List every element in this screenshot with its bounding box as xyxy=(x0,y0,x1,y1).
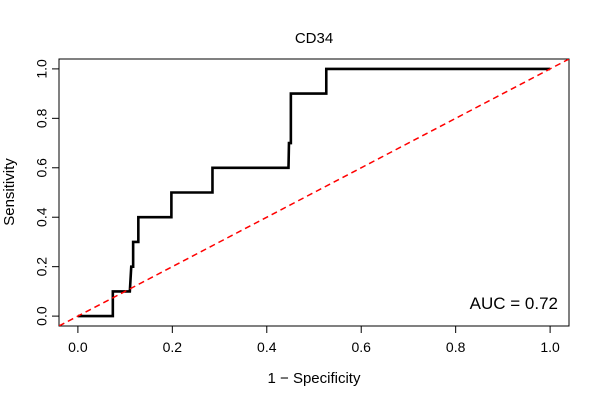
auc-annotation: AUC = 0.72 xyxy=(470,294,558,313)
y-axis: 0.0 0.2 0.4 0.6 0.8 1.0 xyxy=(34,59,60,326)
y-tick-label: 0.6 xyxy=(34,158,50,178)
x-tick-label: 1.0 xyxy=(540,339,560,355)
y-tick-label: 0.2 xyxy=(34,257,50,277)
x-tick-label: 0.2 xyxy=(163,339,183,355)
y-tick-label: 0.8 xyxy=(34,108,50,128)
chart-title: CD34 xyxy=(295,30,333,47)
x-axis: 0.0 0.2 0.4 0.6 0.8 1.0 xyxy=(68,325,560,355)
roc-curve-line xyxy=(77,67,551,318)
plot-frame xyxy=(58,58,570,327)
x-tick-label: 0.4 xyxy=(257,339,277,355)
y-tick-label: 1.0 xyxy=(34,59,50,79)
x-tick-label: 0.8 xyxy=(446,339,466,355)
y-tick-label: 0.4 xyxy=(34,207,50,227)
reference-diagonal-line xyxy=(59,59,569,326)
series-layer xyxy=(59,59,569,326)
x-tick-label: 0.6 xyxy=(351,339,371,355)
x-axis-label: 1 − Specificity xyxy=(268,370,361,387)
x-tick-label: 0.0 xyxy=(68,339,88,355)
y-axis-label: Sensitivity xyxy=(1,158,18,226)
y-tick-label: 0.0 xyxy=(34,306,50,326)
